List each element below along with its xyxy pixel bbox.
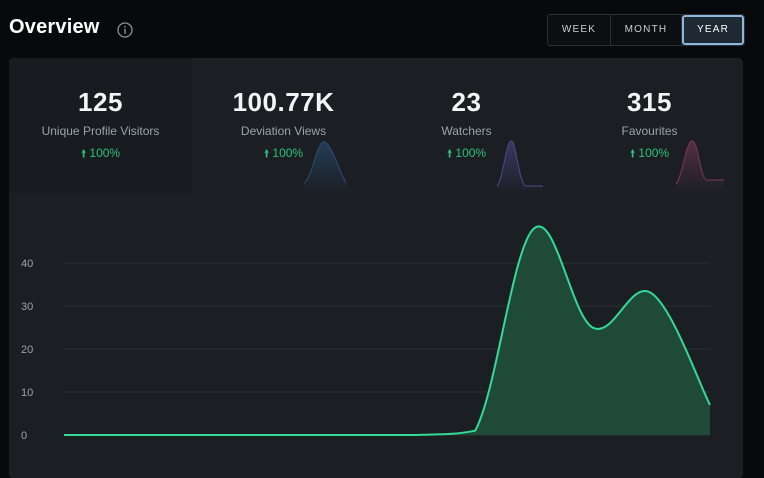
y-tick-label: 10 xyxy=(21,387,33,399)
chart-point[interactable] xyxy=(59,430,69,440)
range-week-button[interactable]: WEEK xyxy=(548,15,611,45)
y-tick-label: 30 xyxy=(21,301,33,313)
stat-card-unique-visitors[interactable]: 125 Unique Profile Visitors 🠙 100% xyxy=(9,58,192,193)
stat-value: 315 xyxy=(627,87,672,117)
arrow-up-icon: 🠙 xyxy=(446,148,453,160)
chart-point[interactable] xyxy=(235,430,245,440)
stat-delta-value: 100% xyxy=(455,146,487,160)
y-tick-label: 40 xyxy=(21,258,33,270)
chart-point[interactable] xyxy=(705,400,715,410)
arrow-up-icon: 🠙 xyxy=(629,148,636,160)
chart-point[interactable] xyxy=(294,430,304,440)
chart-point[interactable] xyxy=(118,430,128,440)
stat-card-favourites[interactable]: 315 Favourites 🠙 100% xyxy=(558,58,741,193)
stat-value: 100.77K xyxy=(232,87,335,117)
chart-point[interactable] xyxy=(646,288,656,298)
arrow-up-icon: 🠙 xyxy=(80,148,87,160)
range-year-button[interactable]: YEAR xyxy=(682,15,744,45)
page-header: Overview WEEK MONTH YEAR xyxy=(0,0,764,58)
stat-label: Favourites xyxy=(621,124,678,138)
chart-line xyxy=(64,225,711,436)
stat-delta-value: 100% xyxy=(89,146,121,160)
chart-point[interactable] xyxy=(588,323,598,333)
page-title: Overview xyxy=(9,16,100,38)
stat-delta: 🠙 100% xyxy=(9,145,192,164)
arrow-up-icon: 🠙 xyxy=(263,148,270,160)
stat-delta: 🠙 100% xyxy=(558,145,741,164)
y-tick-label: 20 xyxy=(21,344,33,356)
stat-value: 23 xyxy=(451,87,482,117)
stat-delta: 🠙 100% xyxy=(375,145,558,164)
activity-chart: 0 10 20 30 40 xyxy=(21,224,715,442)
stat-delta: 🠙 100% xyxy=(192,145,375,164)
y-tick-label: 0 xyxy=(21,430,27,442)
sparkline-deviation-views xyxy=(303,141,352,193)
range-month-button[interactable]: MONTH xyxy=(611,15,682,45)
stat-label: Deviation Views xyxy=(240,124,327,138)
stat-delta-value: 100% xyxy=(272,146,304,160)
selected-stat-highlight xyxy=(9,58,192,193)
stat-card-deviation-views[interactable]: 100.77K Deviation Views 🠙 100% xyxy=(192,58,375,193)
chart-point[interactable] xyxy=(470,426,480,436)
chart-point[interactable] xyxy=(353,430,363,440)
chart-area-fill xyxy=(64,226,710,435)
stat-label: Unique Profile Visitors xyxy=(41,124,160,138)
info-icon[interactable] xyxy=(117,22,133,38)
chart-point[interactable] xyxy=(411,430,421,440)
stat-delta-value: 100% xyxy=(638,146,670,160)
time-range-selector: WEEK MONTH YEAR xyxy=(547,14,745,46)
sparkline-favourites xyxy=(675,140,724,193)
stats-panel: 125 Unique Profile Visitors 🠙 100% 100.77… xyxy=(9,58,743,478)
chart-point[interactable] xyxy=(176,430,186,440)
chart-point[interactable] xyxy=(529,224,539,234)
sparkline-watchers xyxy=(496,140,543,193)
stat-label: Watchers xyxy=(441,124,492,138)
stat-value: 125 xyxy=(78,87,123,117)
stat-card-watchers[interactable]: 23 Watchers 🠙 100% xyxy=(375,58,558,193)
